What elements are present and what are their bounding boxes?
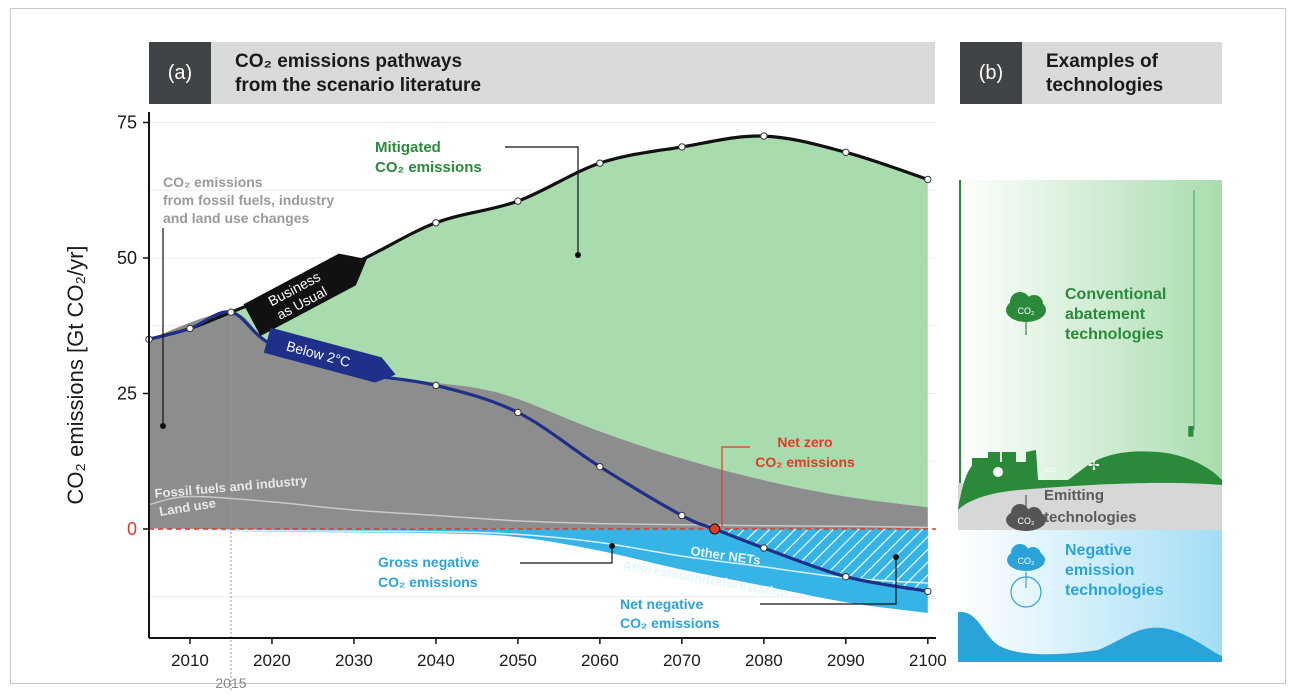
technologies-panel: CCS ✢ ▮ CO₂ Conventional abatement techn… bbox=[958, 180, 1222, 662]
panel-b-title-line1: Examples of bbox=[1046, 51, 1158, 72]
mitigated-area bbox=[149, 136, 928, 508]
bau-point bbox=[842, 148, 850, 157]
bau-point bbox=[432, 219, 440, 227]
netzero-label-line1: Net zero bbox=[777, 434, 832, 450]
panel-a-header: (a) CO₂ emissions pathways from the scen… bbox=[149, 42, 935, 104]
conventional-label-line1: Conventional bbox=[1065, 286, 1166, 303]
below-2c-point bbox=[596, 462, 604, 471]
conventional-label-line3: technologies bbox=[1065, 326, 1164, 343]
gross-negative-label-line2: CO₂ emissions bbox=[378, 574, 478, 590]
panel-b-header: (b) Examples of technologies bbox=[960, 42, 1222, 104]
negative-label-line3: technologies bbox=[1065, 582, 1164, 599]
fossil-label-line3: and land use changes bbox=[163, 210, 309, 226]
x-tick-label: 2010 bbox=[171, 651, 209, 670]
net-negative-leader bbox=[760, 557, 897, 605]
y-tick-label: 25 bbox=[117, 384, 137, 404]
bau-point bbox=[227, 308, 235, 316]
bau-point bbox=[186, 324, 194, 333]
gross-emissions-area bbox=[149, 312, 928, 529]
panel-a-title-line2: from the scenario literature bbox=[235, 75, 482, 96]
y-tick-label: 75 bbox=[117, 113, 137, 133]
mitigated-label-line2: CO₂ emissions bbox=[375, 159, 482, 176]
x-tick-label-2015: 2015 bbox=[215, 675, 246, 691]
panel-b-title-line2: technologies bbox=[1046, 75, 1164, 96]
conventional-cloud-label: CO₂ bbox=[1018, 306, 1036, 316]
data-markers bbox=[145, 132, 932, 596]
negative-cloud-label: CO₂ bbox=[1018, 556, 1036, 566]
conventional-band bbox=[958, 180, 1222, 483]
x-tick-label: 2080 bbox=[745, 651, 783, 670]
emitting-label-line2: technologies bbox=[1044, 509, 1137, 526]
bau-point bbox=[514, 197, 522, 205]
net-negative-leader-dot bbox=[893, 554, 899, 560]
factory-chimney-2 bbox=[1002, 452, 1016, 486]
gross-negative-leader bbox=[520, 546, 613, 564]
net-zero-point bbox=[709, 523, 721, 535]
emitting-cloud-label: CO₂ bbox=[1018, 516, 1036, 526]
conventional-cloud-icon: CO₂ bbox=[1006, 292, 1046, 335]
below-2c-point bbox=[842, 572, 850, 581]
axes: 0 25 50 75 2010 2020 2030 2040 2050 2060 2070 2080 2… bbox=[117, 112, 947, 691]
below-2c-point bbox=[432, 381, 440, 390]
netzero-leader bbox=[721, 446, 750, 526]
net-negative-label-line2: CO₂ emissions bbox=[620, 615, 720, 631]
gross-negative-leader-dot bbox=[609, 543, 615, 549]
ccs-icon-label: CCS bbox=[1044, 468, 1057, 474]
bau-point bbox=[678, 143, 686, 151]
x-tick-label: 2100 bbox=[909, 651, 947, 670]
x-tick-label: 2020 bbox=[253, 651, 291, 670]
y-tick-label: 0 bbox=[127, 519, 137, 539]
gross-negative-label-line1: Gross negative bbox=[378, 554, 479, 570]
x-tick-label: 2040 bbox=[417, 651, 455, 670]
land-use-line bbox=[148, 495, 928, 529]
wind-turbine-icon: ✢ bbox=[1088, 457, 1100, 473]
emitting-label-line1: Emitting bbox=[1044, 487, 1104, 504]
conventional-label-line2: abatement bbox=[1065, 306, 1146, 323]
bau-point bbox=[596, 159, 604, 167]
panel-b-letter: (b) bbox=[960, 42, 1022, 104]
gross-negative-area bbox=[149, 529, 928, 613]
fossil-label-line1: CO₂ emissions bbox=[163, 174, 263, 190]
x-tick-label: 2050 bbox=[499, 651, 537, 670]
factory-chimney-1 bbox=[972, 458, 990, 486]
below-2c-point bbox=[760, 544, 768, 552]
net-negative-label-line1: Net negative bbox=[620, 596, 703, 612]
panel-b-title: Examples of technologies bbox=[1046, 50, 1163, 98]
mitigated-leader-dot bbox=[575, 252, 581, 258]
panel-a-letter: (a) bbox=[149, 42, 211, 104]
x-tick-label: 2030 bbox=[335, 651, 373, 670]
below-2c-point bbox=[924, 587, 932, 596]
x-tick-label: 2060 bbox=[581, 651, 619, 670]
x-tick-label: 2070 bbox=[663, 651, 701, 670]
negative-landscape bbox=[958, 611, 1222, 662]
below-2c-point bbox=[678, 511, 686, 520]
negative-label-line2: emission bbox=[1065, 562, 1134, 579]
fossil-leader-dot bbox=[160, 423, 166, 429]
y-axis-label: CO₂ emissions [Gt CO₂/yr] bbox=[63, 245, 88, 504]
panel-a-title-line1: CO₂ emissions pathways bbox=[235, 51, 463, 72]
conventional-landscape bbox=[958, 450, 1222, 510]
y-tick-label: 50 bbox=[117, 248, 137, 268]
net-negative-hatched-area bbox=[714, 529, 928, 592]
emitting-cloud-icon: CO₂ bbox=[1006, 495, 1046, 531]
figure-frame bbox=[10, 8, 1286, 684]
mitigated-leader bbox=[505, 146, 579, 255]
panel-a-title: CO₂ emissions pathways from the scenario… bbox=[235, 50, 481, 98]
bau-point bbox=[760, 132, 768, 140]
negative-cloud-icon: CO₂ bbox=[1007, 544, 1045, 608]
negative-label-line1: Negative bbox=[1065, 542, 1132, 559]
fossil-label-line2: from fossil fuels, industry bbox=[163, 192, 334, 208]
mitigated-label-line1: Mitigated bbox=[375, 139, 441, 156]
afforestation-line bbox=[148, 528, 928, 584]
netzero-label-line2: CO₂ emissions bbox=[755, 454, 855, 470]
nuclear-icon bbox=[993, 467, 1003, 477]
x-tick-label: 2090 bbox=[827, 651, 865, 670]
below-2c-point bbox=[514, 408, 522, 417]
battery-icon: ▮ bbox=[1187, 422, 1195, 438]
bau-point bbox=[924, 175, 932, 184]
